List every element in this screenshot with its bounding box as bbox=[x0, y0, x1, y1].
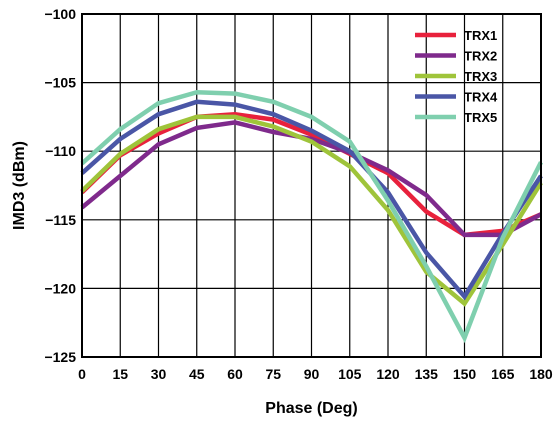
x-tick-label: 45 bbox=[189, 366, 205, 382]
y-tick-label: −115 bbox=[45, 212, 76, 228]
grid-layer bbox=[82, 14, 541, 357]
legend-label-trx2: TRX2 bbox=[464, 49, 497, 64]
y-tick-label: −125 bbox=[44, 349, 76, 365]
y-tick-label: −100 bbox=[44, 6, 76, 22]
x-tick-label: 105 bbox=[338, 366, 362, 382]
x-tick-label: 0 bbox=[78, 366, 86, 382]
series-line-trx4 bbox=[80, 99, 543, 301]
x-tick-label: 60 bbox=[227, 366, 243, 382]
x-tick-label: 150 bbox=[453, 366, 477, 382]
legend-label-trx5: TRX5 bbox=[464, 110, 497, 125]
y-tick-label: −110 bbox=[45, 143, 76, 159]
legend-label-trx1: TRX1 bbox=[464, 28, 497, 43]
x-tick-label: 165 bbox=[491, 366, 515, 382]
series-line-trx2 bbox=[80, 120, 543, 238]
x-tick-label: 30 bbox=[151, 366, 167, 382]
x-tick-label: 120 bbox=[376, 366, 400, 382]
y-axis-label: IMD3 (dBm) bbox=[11, 141, 28, 230]
x-tick-label: 15 bbox=[112, 366, 128, 382]
y-tick-label: −105 bbox=[44, 75, 76, 91]
series-line-trx3 bbox=[80, 114, 543, 307]
y-tick-label: −120 bbox=[44, 280, 76, 296]
series-line-trx5 bbox=[80, 89, 544, 344]
x-tick-label: 75 bbox=[265, 366, 281, 382]
x-tick-label: 135 bbox=[415, 366, 439, 382]
tick-label-layer: 0 15 30 45 60 75 90 105 120 135 150 165 180 −125 −120 −… bbox=[44, 6, 552, 382]
x-tick-label: 90 bbox=[304, 366, 320, 382]
series-layer bbox=[80, 89, 544, 344]
legend-label-trx3: TRX3 bbox=[464, 69, 497, 84]
legend-label-trx4: TRX4 bbox=[464, 90, 498, 105]
plot-frame bbox=[81, 13, 542, 358]
x-tick-label: 180 bbox=[529, 366, 553, 382]
legend: TRX1 TRX2 TRX3 TRX4 TRX5 bbox=[415, 28, 498, 125]
x-axis-label: Phase (Deg) bbox=[265, 400, 357, 417]
